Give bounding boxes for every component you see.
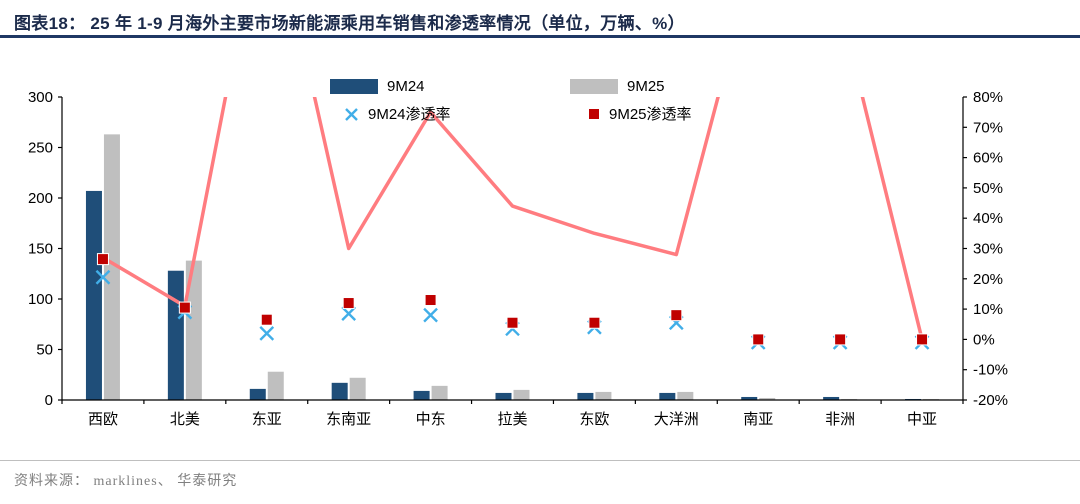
svg-text:-10%: -10% — [973, 362, 1008, 379]
growth-line — [102, 97, 924, 340]
bars-9M25 — [103, 134, 940, 400]
figure-header: 图表18： 25 年 1-9 月海外主要市场新能源乘用车销售和渗透率情况（单位，… — [0, 0, 1080, 38]
legend-item-9m25-penetration: 9M25渗透率 — [588, 104, 692, 124]
figure-title: 图表18： 25 年 1-9 月海外主要市场新能源乘用车销售和渗透率情况（单位，… — [14, 14, 685, 33]
svg-text:60%: 60% — [973, 150, 1003, 167]
markers-9m25-penetration — [96, 253, 929, 346]
legend-label-9m25-penetration: 9M25渗透率 — [609, 105, 692, 123]
svg-text:100: 100 — [28, 291, 53, 308]
axes — [58, 96, 967, 404]
svg-text:拉美: 拉美 — [497, 411, 527, 428]
svg-text:50: 50 — [36, 342, 53, 359]
bars-9M24 — [85, 190, 922, 400]
svg-text:80%: 80% — [973, 89, 1003, 106]
svg-text:西欧: 西欧 — [88, 411, 118, 428]
svg-text:10%: 10% — [973, 301, 1003, 318]
legend-label-9m25: 9M25 — [627, 77, 665, 95]
legend-label-9m24-penetration: 9M24渗透率 — [368, 105, 451, 123]
axis-labels: 0 50 100 150 200 250 300 -20% -10% 0% 10% 20% 30% 40%… — [28, 89, 1008, 428]
svg-text:200: 200 — [28, 190, 53, 207]
svg-text:30%: 30% — [973, 241, 1003, 258]
square-marker-icon — [588, 108, 600, 120]
svg-text:中亚: 中亚 — [907, 411, 937, 428]
figure-footer: 资料来源： marklines、 华泰研究 — [0, 460, 1080, 504]
svg-text:南亚: 南亚 — [743, 411, 773, 428]
legend-item-9m24: 9M24 — [330, 76, 425, 96]
legend-label-9m24: 9M24 — [387, 77, 425, 95]
svg-text:50%: 50% — [973, 180, 1003, 197]
svg-text:300: 300 — [28, 89, 53, 106]
svg-text:20%: 20% — [973, 271, 1003, 288]
svg-text:40%: 40% — [973, 210, 1003, 227]
x-marker-icon — [345, 107, 358, 121]
svg-text:东南亚: 东南亚 — [326, 411, 371, 428]
chart-canvas: 0 50 100 150 200 250 300 -20% -10% 0% 10% 20% 30% 40%… — [28, 89, 1008, 428]
svg-text:北美: 北美 — [170, 411, 200, 428]
svg-text:东欧: 东欧 — [579, 411, 609, 428]
svg-text:0%: 0% — [973, 331, 995, 348]
svg-text:东亚: 东亚 — [252, 411, 282, 428]
svg-text:大洋洲: 大洋洲 — [654, 411, 699, 428]
svg-text:250: 250 — [28, 140, 53, 157]
source-text: 资料来源： marklines、 华泰研究 — [14, 474, 238, 489]
svg-text:0: 0 — [45, 392, 53, 409]
legend-item-9m24-penetration: 9M24渗透率 — [344, 104, 451, 124]
svg-text:150: 150 — [28, 241, 53, 258]
svg-text:-20%: -20% — [973, 392, 1008, 409]
legend-swatch-9m24-bar — [330, 78, 378, 94]
markers-9m24-penetration — [95, 269, 930, 350]
chart-area: 0 50 100 150 200 250 300 -20% -10% 0% 10% 20% 30% 40%… — [0, 38, 1080, 460]
svg-text:70%: 70% — [973, 119, 1003, 136]
legend-item-9m25: 9M25 — [570, 76, 665, 96]
svg-text:非洲: 非洲 — [825, 411, 855, 428]
legend-swatch-9m25-bar — [570, 78, 618, 94]
svg-text:中东: 中东 — [416, 411, 446, 428]
